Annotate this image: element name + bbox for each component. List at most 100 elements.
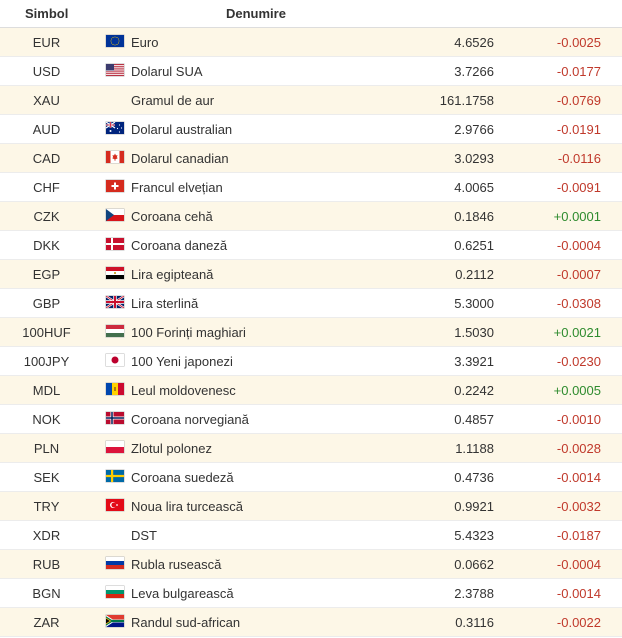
exchange-rate-value: 0.4736 (454, 470, 494, 485)
exchange-rate-value: 2.3788 (454, 586, 494, 601)
exchange-rate-value: 0.6251 (454, 238, 494, 253)
exchange-rate-value: 1.1188 (455, 441, 494, 456)
rate-change: -0.0769 (556, 93, 601, 108)
currency-symbol: CHF (33, 180, 60, 195)
table-row: EGP Lira egipteană 0.2112 -0.0007 (0, 260, 622, 289)
za-flag-icon (106, 615, 124, 627)
pl-flag-icon (106, 441, 124, 453)
rate-change: -0.0230 (556, 354, 601, 369)
currency-name: Noua lira turcească (131, 499, 243, 514)
rate-change: -0.0191 (556, 122, 601, 137)
currency-name: 100 Forinți maghiari (131, 325, 246, 340)
rate-change: +0.0001 (553, 209, 601, 224)
currency-symbol: CZK (33, 209, 60, 224)
table-row: SEK Coroana suedeză 0.4736 -0.0014 (0, 463, 622, 492)
rate-change: -0.0116 (557, 151, 601, 166)
hu-flag-icon (106, 325, 124, 337)
exchange-rate-value: 0.4857 (454, 412, 494, 427)
table-row: PLN Zlotul polonez 1.1188 -0.0028 (0, 434, 622, 463)
table-row: XDR DST 5.4323 -0.0187 (0, 521, 622, 550)
currency-name: Coroana norvegiană (131, 412, 249, 427)
currency-symbol: CAD (32, 151, 61, 166)
table-row: XAU Gramul de aur 161.1758 -0.0769 (0, 86, 622, 115)
currency-symbol: BGN (32, 586, 61, 601)
currency-symbol: 100JPY (23, 354, 70, 369)
currency-name: Dolarul australian (131, 122, 233, 137)
currency-symbol: SEK (33, 470, 60, 485)
currency-symbol: MDL (32, 383, 61, 398)
ru-flag-icon (106, 557, 124, 569)
currency-name: Lira egipteană (131, 267, 214, 282)
currency-name: Coroana daneză (131, 238, 228, 253)
us-flag-icon (106, 64, 124, 76)
se-flag-icon (106, 470, 124, 482)
currency-symbol: XAU (33, 93, 60, 108)
currency-symbol: 100HUF (22, 325, 71, 340)
currency-symbol: GBP (32, 296, 61, 311)
table-row: 100HUF 100 Forinți maghiari 1.5030 +0.0021 (0, 318, 622, 347)
md-flag-icon (106, 383, 124, 395)
exchange-rate-value: 4.6526 (454, 35, 494, 50)
currency-name: 100 Yeni japonezi (131, 354, 233, 369)
currency-symbol: TRY (33, 499, 60, 514)
table-header: Simbol Denumire (0, 0, 622, 28)
exchange-rate-value: 0.2112 (455, 267, 494, 282)
currency-name: Lira sterlină (131, 296, 199, 311)
table-row: RUB Rubla rusească 0.0662 -0.0004 (0, 550, 622, 579)
currency-symbol: EGP (32, 267, 61, 282)
table-body: EUR Euro 4.6526 -0.0025 USD Dolarul SUA 3.7266… (0, 28, 622, 637)
currency-symbol: RUB (32, 557, 61, 572)
gb-flag-icon (106, 296, 124, 308)
table-row: USD Dolarul SUA 3.7266 -0.0177 (0, 57, 622, 86)
column-header-symbol: Simbol (25, 6, 69, 21)
table-row: CAD Dolarul canadian 3.0293 -0.0116 (0, 144, 622, 173)
currency-name: Francul elvețian (131, 180, 223, 195)
rate-change: -0.0004 (556, 557, 601, 572)
rate-change: -0.0187 (556, 528, 601, 543)
table-row: CHF Francul elvețian 4.0065 -0.0091 (0, 173, 622, 202)
rate-change: -0.0028 (556, 441, 601, 456)
rate-change: -0.0177 (556, 64, 601, 79)
exchange-rate-value: 0.1846 (454, 209, 494, 224)
rate-change: -0.0014 (556, 586, 601, 601)
rate-change: +0.0021 (553, 325, 601, 340)
table-row: 100JPY 100 Yeni japonezi 3.3921 -0.0230 (0, 347, 622, 376)
table-row: BGN Leva bulgarească 2.3788 -0.0014 (0, 579, 622, 608)
rate-change: -0.0022 (556, 615, 601, 630)
rate-change: -0.0032 (556, 499, 601, 514)
exchange-rate-value: 3.3921 (454, 354, 494, 369)
rate-change: -0.0004 (556, 238, 601, 253)
ca-flag-icon (106, 151, 124, 163)
currency-name: Euro (131, 35, 159, 50)
exchange-rate-value: 0.3116 (455, 615, 494, 630)
currency-symbol: AUD (32, 122, 61, 137)
table-row: GBP Lira sterlină 5.3000 -0.0308 (0, 289, 622, 318)
table-row: NOK Coroana norvegiană 0.4857 -0.0010 (0, 405, 622, 434)
no-flag-icon (106, 412, 124, 424)
eu-flag-icon (106, 35, 124, 47)
exchange-rate-value: 4.0065 (454, 180, 494, 195)
exchange-rate-value: 5.4323 (454, 528, 494, 543)
currency-name: Coroana cehă (131, 209, 213, 224)
exchange-rate-value: 0.9921 (454, 499, 494, 514)
currency-name: Leva bulgarească (131, 586, 234, 601)
currency-name: Dolarul SUA (131, 64, 203, 79)
jp-flag-icon (106, 354, 124, 366)
currency-symbol: PLN (33, 441, 60, 456)
currency-symbol: DKK (33, 238, 60, 253)
exchange-rate-value: 0.2242 (454, 383, 494, 398)
exchange-rate-value: 161.1758 (439, 93, 494, 108)
exchange-rate-value: 0.0662 (454, 557, 494, 572)
rate-change: -0.0308 (556, 296, 601, 311)
dk-flag-icon (106, 238, 124, 250)
tr-flag-icon (106, 499, 124, 511)
eg-flag-icon (106, 267, 124, 279)
exchange-rate-value: 5.3000 (454, 296, 494, 311)
currency-name: DST (131, 528, 157, 543)
rate-change: -0.0091 (556, 180, 601, 195)
exchange-rate-value: 3.7266 (454, 64, 494, 79)
currency-name: Zlotul polonez (131, 441, 212, 456)
currency-symbol: EUR (32, 35, 61, 50)
currency-name: Gramul de aur (131, 93, 215, 108)
